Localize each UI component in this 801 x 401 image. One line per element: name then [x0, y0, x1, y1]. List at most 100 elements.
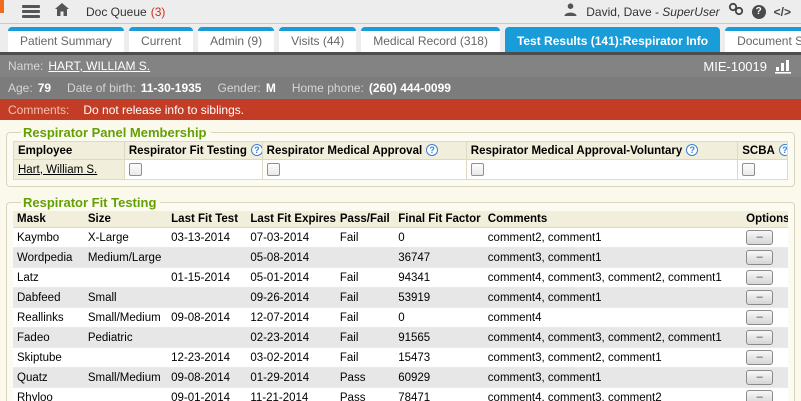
patient-name-link[interactable]: HART, WILLIAM S.	[48, 59, 151, 73]
cell-final-fit-factor: 15473	[394, 347, 484, 368]
cell-options: –	[742, 287, 788, 308]
phone-label: Home phone:	[291, 81, 364, 95]
patient-id: MIE-10019	[703, 58, 767, 74]
column-header-mask: Mask	[13, 211, 84, 228]
dob-label: Date of birth:	[67, 81, 136, 95]
cell-final-fit-factor: 53919	[394, 287, 484, 308]
column-header-final-fit-factor: Final Fit Factor	[394, 211, 484, 228]
checkbox-respirator-medical-approval[interactable]	[266, 163, 280, 176]
cell-last-fit-test: 09-01-2014	[167, 387, 247, 401]
cell-mask: Rhyloo	[13, 387, 84, 401]
membership-row: Hart, William S.	[13, 159, 788, 180]
age-value: 79	[37, 81, 52, 95]
options-button[interactable]: –	[746, 350, 774, 365]
cell-comments: comment4, comment3, comment2, comment1	[483, 327, 743, 348]
column-header-respirator-fit-testing: Respirator Fit Testing?	[123, 141, 263, 160]
fit-testing-row-rhyloo: Rhyloo 09-01-2014 11-21-2014 Pass 78471 comme…	[13, 387, 788, 401]
cell-size: X-Large	[83, 227, 168, 248]
help-circle-icon[interactable]: ?	[778, 144, 787, 156]
fit-testing-title: Respirator Fit Testing	[23, 195, 157, 210]
options-button[interactable]: –	[746, 290, 774, 305]
bar-chart-icon[interactable]	[775, 59, 793, 74]
orange-accent-stripe	[0, 0, 4, 13]
help-circle-icon[interactable]: ?	[426, 144, 439, 156]
options-button[interactable]: –	[746, 270, 774, 285]
column-header-pass-fail: Pass/Fail	[335, 211, 395, 228]
tab-bar: Patient Summary Current Admin (9) Visits (4…	[0, 24, 801, 55]
cell-final-fit-factor: 0	[394, 227, 484, 248]
cell-last-fit-expires: 12-07-2014	[246, 307, 336, 328]
name-label: Name:	[8, 59, 44, 73]
person-icon	[563, 2, 578, 22]
tab-patient-summary[interactable]: Patient Summary	[8, 27, 125, 52]
cell-pass-fail: Pass	[335, 367, 395, 388]
panel-membership-table: Employee Respirator Fit Testing? Respirato…	[13, 141, 788, 180]
checkbox-respirator-fit-testing[interactable]	[128, 163, 142, 176]
cell-comments: comment4, comment3, comment2	[483, 387, 743, 401]
link-icon[interactable]	[728, 2, 744, 21]
cell-comments: comment4, comment3, comment2, comment1	[483, 267, 743, 288]
column-header-last-fit-test: Last Fit Test	[167, 211, 247, 228]
cell-last-fit-expires: 05-08-2014	[246, 247, 336, 268]
cell-size: Small	[83, 287, 168, 308]
cell-mask: Kaymbo	[13, 227, 84, 248]
tab-current[interactable]: Current	[129, 27, 194, 52]
doc-queue-count: (3)	[150, 4, 166, 19]
help-circle-icon[interactable]: ?	[686, 144, 699, 156]
menu-icon[interactable]	[22, 5, 40, 18]
checkbox-scba[interactable]	[742, 163, 756, 176]
comments-label: Comments:	[8, 102, 70, 117]
options-button[interactable]: –	[746, 370, 774, 385]
options-button[interactable]: –	[746, 330, 774, 345]
cell-last-fit-expires: 01-29-2014	[246, 367, 336, 388]
cell-options: –	[742, 367, 788, 388]
cell-comments: comment3, comment1	[483, 247, 743, 268]
cell-last-fit-expires: 11-21-2014	[246, 387, 336, 401]
options-button[interactable]: –	[746, 310, 774, 325]
help-icon[interactable]: ?	[751, 4, 766, 19]
panel-membership-title: Respirator Panel Membership	[23, 125, 207, 140]
cell-comments: comment2, comment1	[483, 227, 743, 248]
cell-mask: Reallinks	[13, 307, 84, 328]
cell-pass-fail: Fail	[335, 287, 395, 308]
options-button[interactable]: –	[746, 250, 774, 265]
cell-last-fit-test	[167, 247, 247, 268]
patient-demographics-bar: Age: 79 Date of birth: 11-30-1935 Gender: M…	[0, 77, 801, 99]
cell-comments: comment4	[483, 307, 743, 328]
doc-queue-label[interactable]: Doc Queue	[86, 4, 147, 19]
tab-medical-record-318[interactable]: Medical Record (318)	[361, 27, 500, 52]
employee-link[interactable]: Hart, William S.	[18, 163, 98, 176]
code-icon[interactable]: </>	[773, 4, 791, 19]
fit-testing-row-fadeo: Fadeo Pediatric 02-23-2014 Fail 91565 comment…	[13, 327, 788, 348]
tab-test-results-141-respirator-info[interactable]: Test Results (141):Respirator Info	[504, 27, 721, 52]
cell-options: –	[742, 347, 788, 368]
patient-comments-bar: Comments: Do not release info to sibling…	[0, 99, 801, 120]
patient-name-bar: Name: HART, WILLIAM S. MIE-10019	[0, 55, 801, 77]
options-button[interactable]: –	[746, 390, 774, 401]
home-icon[interactable]	[54, 2, 70, 22]
cell-final-fit-factor: 0	[394, 307, 484, 328]
tab-document-summary-327[interactable]: Document Summary (327)	[725, 27, 801, 52]
tab-admin-9[interactable]: Admin (9)	[198, 27, 275, 52]
cell-pass-fail: Pass	[335, 387, 395, 401]
column-header-size: Size	[83, 211, 168, 228]
options-button[interactable]: –	[746, 230, 774, 245]
cell-last-fit-test: 01-15-2014	[167, 267, 247, 288]
cell-mask: Latz	[13, 267, 84, 288]
gender-label: Gender:	[217, 81, 261, 95]
phone-value: (260) 444-0099	[368, 81, 451, 95]
gender-value: M	[265, 81, 276, 95]
cell-options: –	[742, 227, 788, 248]
current-user[interactable]: David, Dave - SuperUser	[586, 4, 720, 19]
cell-options: –	[742, 267, 788, 288]
fit-testing-rows: Kaymbo X-Large 03-13-2014 07-03-2014 Fail 0 co…	[13, 227, 788, 401]
fit-testing-row-latz: Latz 01-15-2014 05-01-2014 Fail 94341 comment…	[13, 267, 788, 288]
cell-mask: Wordpedia	[13, 247, 84, 268]
cell-options: –	[742, 247, 788, 268]
checkbox-respirator-medical-approval-voluntary[interactable]	[470, 163, 484, 176]
tab-visits-44[interactable]: Visits (44)	[279, 27, 357, 52]
help-circle-icon[interactable]: ?	[250, 144, 262, 156]
fit-testing-row-quatz: Quatz Small/Medium 09-08-2014 01-29-2014 Pas…	[13, 367, 788, 388]
fit-testing-row-kaymbo: Kaymbo X-Large 03-13-2014 07-03-2014 Fail 0 co…	[13, 227, 788, 248]
